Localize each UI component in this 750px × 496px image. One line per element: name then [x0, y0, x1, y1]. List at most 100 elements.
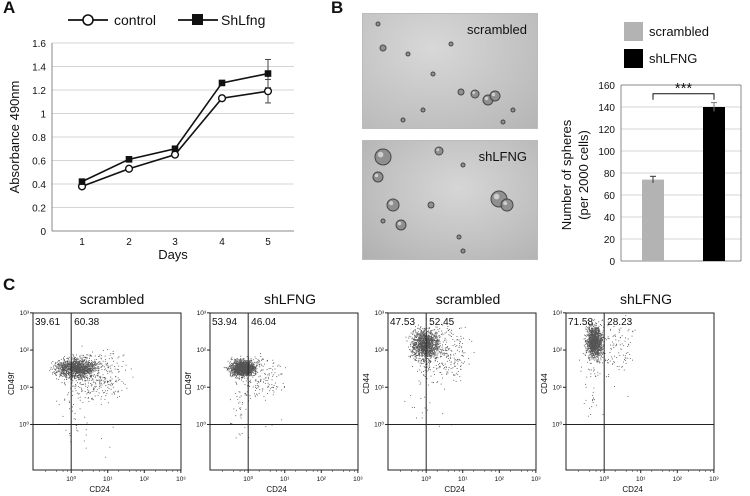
- facs-event: [412, 343, 414, 345]
- facs-event: [71, 406, 73, 408]
- facs-event: [65, 376, 66, 378]
- facs-event: [96, 380, 98, 381]
- facs-event: [460, 368, 462, 370]
- facs-event: [80, 374, 82, 376]
- y-tick-label-b: 60: [604, 191, 616, 202]
- facs-event: [93, 364, 95, 366]
- facs-event: [266, 380, 268, 382]
- facs-event: [426, 327, 428, 329]
- facs-event: [89, 375, 91, 376]
- facs-event: [242, 370, 244, 372]
- facs-event: [77, 382, 78, 384]
- facs-event: [262, 388, 264, 390]
- facs-event: [268, 374, 270, 376]
- facs-event: [72, 365, 74, 367]
- facs-event: [116, 381, 118, 383]
- facs-event: [439, 343, 441, 344]
- facs-event: [412, 354, 414, 356]
- facs-event: [426, 354, 428, 356]
- facs-event: [271, 387, 273, 388]
- facs-event: [84, 368, 86, 369]
- facs-event: [238, 371, 240, 373]
- facs-event: [243, 365, 245, 366]
- facs-event: [429, 351, 431, 353]
- facs-event: [424, 351, 426, 352]
- facs-event: [430, 356, 432, 358]
- facs-event: [412, 340, 414, 342]
- facs-event: [87, 375, 89, 377]
- facs-event: [428, 342, 430, 343]
- facs-event: [81, 358, 83, 360]
- facs-event: [428, 335, 430, 337]
- facs-event: [78, 379, 80, 381]
- facs-event: [61, 367, 63, 369]
- facs-event: [421, 353, 423, 355]
- facs-event: [250, 370, 251, 371]
- facs-event: [107, 384, 109, 385]
- facs-event: [58, 365, 60, 366]
- y-axis-label-a: Absorbance 490nm: [7, 81, 22, 194]
- facs-event: [89, 376, 91, 378]
- facs-event: [87, 366, 89, 368]
- facs-event: [442, 344, 443, 346]
- facs-event: [238, 374, 240, 376]
- facs-event: [82, 359, 84, 361]
- facs-event: [257, 381, 259, 382]
- facs-event: [83, 376, 85, 378]
- facs-event: [91, 375, 92, 376]
- facs-event: [258, 360, 260, 362]
- facs-event: [256, 393, 257, 395]
- facs-event: [81, 354, 83, 356]
- facs-event: [252, 376, 254, 378]
- facs-event: [454, 340, 456, 342]
- facs-event: [69, 435, 71, 437]
- facs-event: [417, 351, 419, 353]
- facs-event: [79, 368, 80, 370]
- facs-event: [262, 358, 264, 360]
- facs-event: [90, 364, 92, 366]
- facs-event: [90, 371, 92, 373]
- data-point-ShLfng: [218, 79, 226, 87]
- facs-event: [82, 371, 84, 373]
- facs-event: [79, 364, 81, 366]
- facs-event: [250, 361, 252, 363]
- facs-event: [64, 398, 66, 400]
- facs-event: [79, 367, 80, 369]
- facs-event: [78, 375, 80, 376]
- facs-event: [420, 346, 422, 348]
- facs-event: [420, 398, 422, 399]
- facs-event: [235, 363, 237, 365]
- facs-event: [77, 371, 79, 373]
- facs-event: [242, 363, 244, 365]
- facs-event: [459, 360, 461, 361]
- facs-event: [251, 362, 252, 364]
- facs-event: [72, 376, 74, 378]
- facs-event: [89, 379, 91, 381]
- facs-event: [71, 368, 73, 370]
- facs-event: [105, 385, 107, 387]
- facs-event: [74, 377, 76, 379]
- facs-event: [108, 388, 110, 389]
- sphere-shlfng: [427, 201, 435, 209]
- facs-event: [411, 406, 413, 408]
- y-tick-label-a: 0.2: [32, 204, 46, 215]
- facs-event: [249, 364, 250, 366]
- facs-event: [254, 374, 255, 376]
- facs-event: [109, 365, 111, 367]
- facs-event: [427, 338, 429, 340]
- facs-event: [241, 377, 243, 379]
- facs-event: [230, 358, 232, 360]
- facs-event: [416, 417, 417, 419]
- facs-event: [435, 347, 437, 349]
- facs-event: [251, 367, 253, 369]
- facs-event: [414, 349, 416, 351]
- facs-event: [416, 346, 418, 348]
- facs-event: [93, 374, 95, 375]
- facs-event: [442, 348, 444, 350]
- facs-event: [428, 327, 430, 328]
- facs-event: [235, 359, 236, 360]
- y-tick-label-a: 0: [40, 227, 46, 238]
- facs-event: [418, 333, 419, 335]
- facs-event: [422, 331, 424, 333]
- facs-event: [106, 370, 107, 372]
